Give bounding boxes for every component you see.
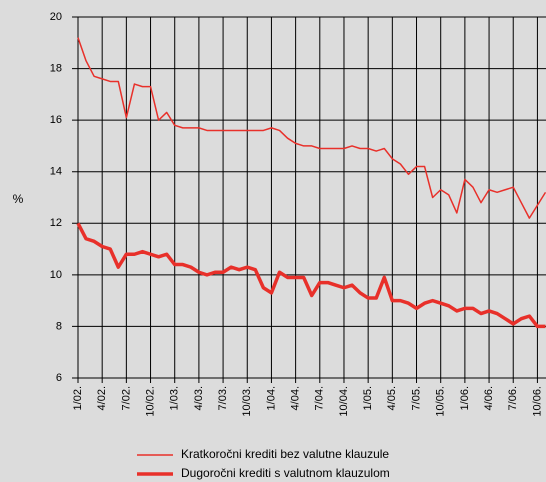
- x-tick-label: 1/04.: [265, 386, 277, 410]
- x-tick-label: 7/05.: [410, 386, 422, 410]
- legend-label: Kratkoročni krediti bez valutne klauzule: [181, 447, 389, 461]
- x-tick-label: 10/03.: [241, 386, 253, 417]
- x-tick-label: 1/06.: [459, 386, 471, 410]
- y-tick-label: 6: [56, 372, 62, 384]
- series-line: [76, 222, 546, 329]
- y-tick-label: 14: [50, 166, 62, 178]
- x-tick-label: 10/04.: [338, 386, 350, 417]
- series-line: [77, 37, 546, 219]
- y-tick-label: 8: [56, 320, 62, 332]
- x-tick-label: 4/05.: [386, 386, 398, 410]
- x-tick-label: 1/05.: [362, 386, 374, 410]
- y-axis-label: %: [13, 192, 24, 206]
- y-tick-label: 20: [50, 11, 62, 23]
- x-tick-label: 1/03.: [169, 386, 181, 410]
- x-tick-label: 4/06.: [483, 386, 495, 410]
- x-tick-label: 7/03.: [217, 386, 229, 410]
- y-tick-label: 12: [50, 217, 62, 229]
- x-tick-label: 4/04.: [290, 386, 302, 410]
- x-tick-label: 10/02.: [144, 386, 156, 417]
- x-tick-label: 1/02.: [72, 386, 84, 410]
- x-tick-label: 10/06.: [531, 386, 543, 417]
- x-tick-label: 7/04.: [314, 386, 326, 410]
- y-tick-label: 10: [50, 269, 62, 281]
- x-tick-label: 7/02.: [120, 386, 132, 410]
- y-tick-label: 18: [50, 62, 62, 74]
- x-tick-label: 4/02.: [96, 386, 108, 410]
- legend-label: Dugoročni krediti s valutnom klauzulom: [181, 466, 390, 480]
- y-tick-label: 16: [50, 114, 62, 126]
- x-tick-label: 10/05.: [435, 386, 447, 417]
- x-tick-label: 4/03.: [193, 386, 205, 410]
- x-tick-label: 7/06.: [507, 386, 519, 410]
